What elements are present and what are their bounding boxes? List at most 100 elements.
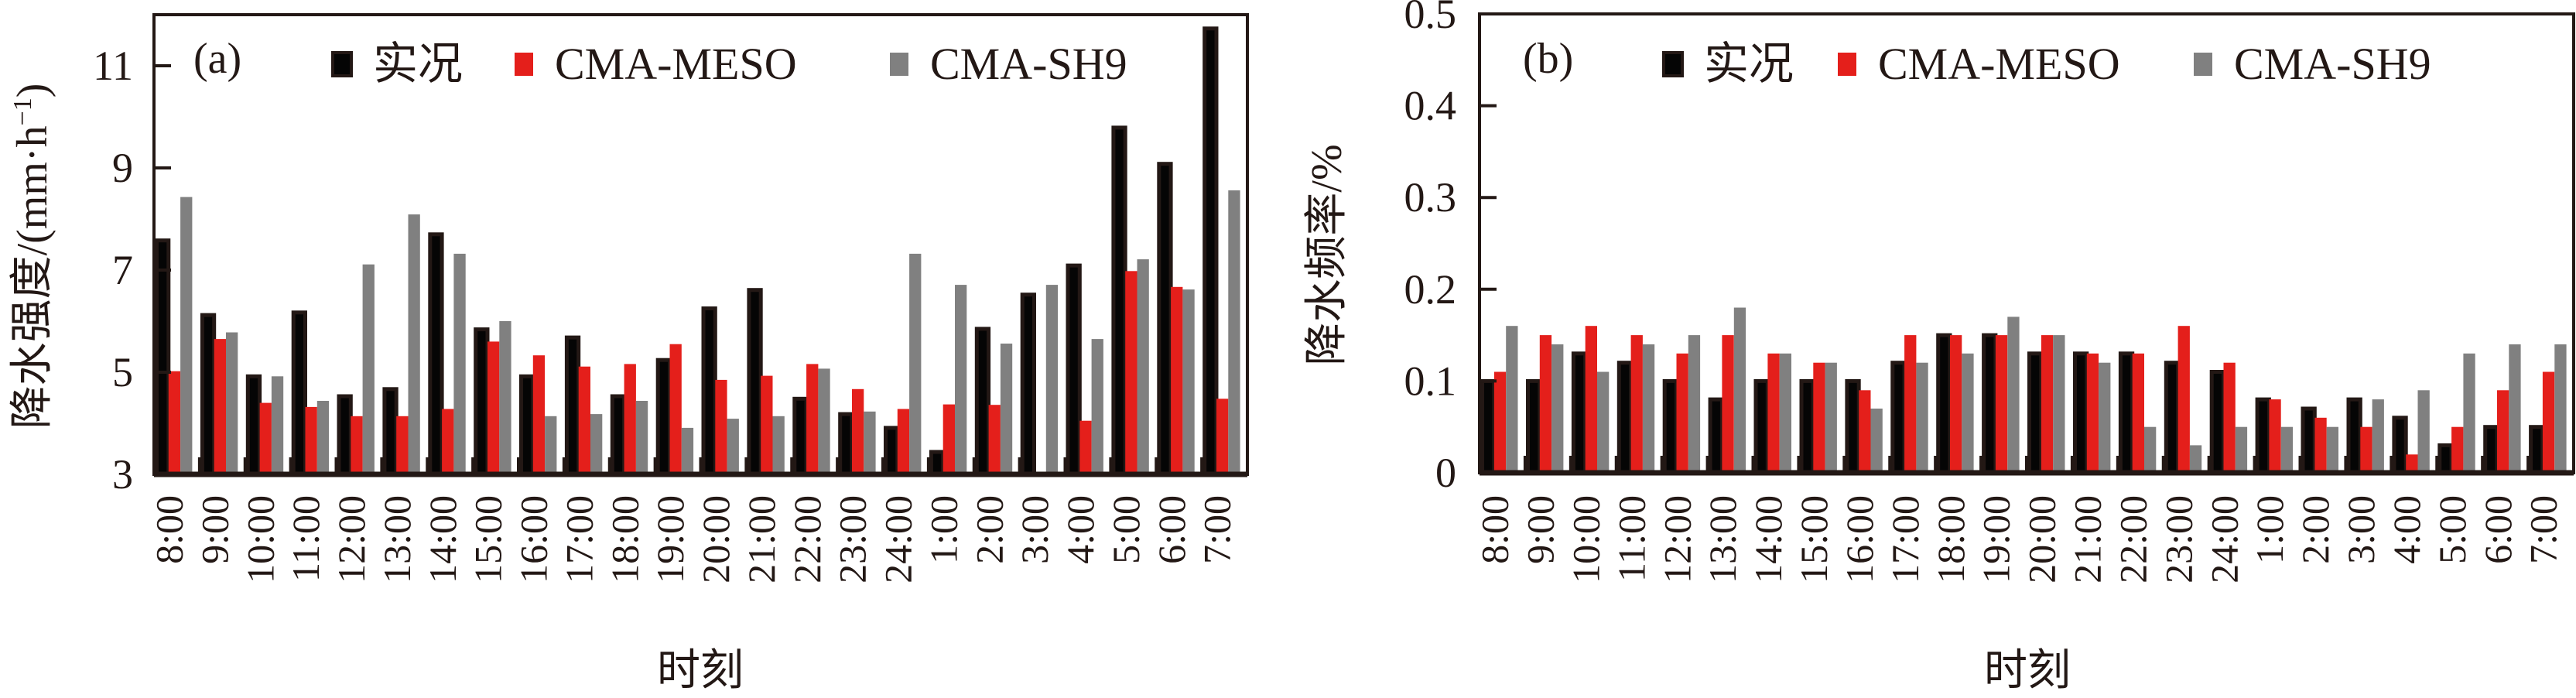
bar-observed [200, 313, 217, 477]
bar-observed [1616, 361, 1634, 475]
bar-cma-sh9 [1733, 307, 1746, 473]
x-tick-label: 19:00 [648, 495, 692, 583]
bar-cma-sh9 [1916, 362, 1928, 473]
x-tick-label: 22:00 [785, 495, 829, 583]
legend-swatch-cma-meso [1838, 53, 1856, 76]
bar-cma-meso [1585, 326, 1597, 473]
bar-observed [747, 288, 763, 477]
bar-cma-meso [1125, 271, 1137, 474]
bar-observed [564, 335, 581, 477]
x-tick-label: 3:00 [2339, 495, 2383, 564]
y-axis-title: 降水强度/(mm·h−1) [9, 84, 56, 429]
y-tick-label: 0.3 [1404, 174, 1457, 221]
bar-cma-sh9 [1642, 344, 1655, 473]
bar-observed [2483, 425, 2499, 475]
bar-cma-sh9 [2007, 316, 2020, 473]
x-axis-title: 时刻 [1984, 647, 2071, 695]
bar-observed [2392, 416, 2408, 475]
bar-cma-sh9 [2280, 426, 2294, 473]
bar-cma-meso [578, 366, 590, 474]
bar-observed [1480, 378, 1497, 475]
bar-cma-meso [2406, 454, 2418, 473]
x-tick-label: 20:00 [694, 495, 737, 583]
bar-cma-meso [2132, 353, 2144, 473]
legend-label: CMA-MESO [1878, 39, 2120, 89]
bar-cma-meso [1493, 371, 1507, 473]
bar-observed [929, 450, 946, 477]
bar-cma-meso [2223, 362, 2236, 473]
y-axis-title-superscript: −1 [9, 98, 37, 125]
bar-observed [155, 238, 171, 477]
y-tick-label: 0.2 [1404, 266, 1457, 313]
x-tick-label: 21:00 [740, 495, 783, 583]
x-tick-label: 8:00 [148, 495, 191, 564]
bar-cma-meso [2451, 426, 2464, 473]
x-tick-label: 17:00 [1883, 495, 1927, 583]
bar-cma-sh9 [2144, 426, 2157, 473]
y-tick-label: 0 [1435, 450, 1456, 496]
bar-observed [1890, 361, 1907, 475]
bar-observed [2346, 397, 2362, 475]
bar-cma-meso [852, 388, 864, 474]
x-tick-label: 24:00 [877, 495, 920, 583]
bar-cma-meso [715, 379, 727, 474]
bar-observed [1753, 378, 1770, 475]
legend-label: CMA-SH9 [2234, 39, 2431, 89]
bar-cma-sh9 [362, 264, 375, 474]
bar-cma-sh9 [772, 416, 785, 474]
bar-observed [1526, 378, 1542, 475]
x-tick-label: 19:00 [1975, 495, 2018, 583]
bar-cma-meso [168, 371, 181, 474]
bar-cma-meso [761, 375, 773, 474]
x-tick-label: 23:00 [2157, 495, 2200, 583]
legend-swatch-observed [1662, 51, 1684, 77]
bar-cma-meso [2086, 353, 2099, 473]
bar-observed [519, 374, 535, 477]
bar-cma-sh9 [271, 376, 284, 474]
bar-cma-sh9 [909, 253, 922, 474]
bar-cma-meso [988, 405, 1001, 474]
bar-cma-meso [487, 341, 500, 474]
bar-cma-meso [2314, 417, 2327, 473]
bar-observed [2255, 397, 2271, 475]
x-tick-label: 2:00 [2294, 495, 2337, 564]
bar-observed [1020, 293, 1036, 477]
bar-cma-sh9 [408, 214, 420, 474]
bar-cma-sh9 [2417, 390, 2430, 473]
y-axis-title-main: 降水强度/(mm·h [9, 125, 56, 429]
y-tick-label: 11 [93, 43, 133, 89]
bar-observed [884, 426, 900, 477]
bar-cma-meso [897, 409, 910, 474]
y-tick-label: 0.1 [1404, 358, 1457, 404]
bar-cma-meso [1767, 353, 1780, 473]
bar-cma-sh9 [1137, 259, 1149, 474]
x-tick-label: 9:00 [1519, 495, 1562, 564]
bar-cma-meso [1216, 399, 1229, 474]
legend-swatch-cma-sh9 [2194, 53, 2212, 76]
bar-cma-meso [1904, 335, 1917, 473]
bar-observed [2529, 425, 2545, 475]
x-tick-label: 11:00 [1610, 495, 1653, 582]
bar-cma-sh9 [727, 419, 739, 474]
bar-observed [1111, 125, 1127, 477]
bar-cma-sh9 [590, 414, 603, 474]
bar-cma-meso [259, 402, 272, 474]
bar-cma-meso [214, 339, 226, 474]
bar-observed [1662, 378, 1678, 475]
bar-cma-sh9 [2554, 344, 2567, 473]
bar-cma-meso [351, 416, 363, 474]
bar-observed [1936, 333, 1952, 475]
bar-cma-meso [532, 355, 546, 474]
x-tick-label: 18:00 [1929, 495, 1972, 583]
x-tick-label: 16:00 [512, 495, 556, 583]
bar-observed [974, 327, 991, 477]
bar-cma-meso [1995, 335, 2008, 473]
x-tick-label: 4:00 [2385, 495, 2428, 564]
bar-cma-meso [1539, 335, 1552, 473]
x-tick-label: 15:00 [1792, 495, 1835, 583]
y-tick-label: 5 [112, 349, 133, 395]
bar-observed [474, 327, 490, 477]
bar-cma-sh9 [1551, 344, 1564, 473]
legend-label: CMA-SH9 [930, 39, 1127, 89]
x-tick-label: 16:00 [1838, 495, 1881, 583]
